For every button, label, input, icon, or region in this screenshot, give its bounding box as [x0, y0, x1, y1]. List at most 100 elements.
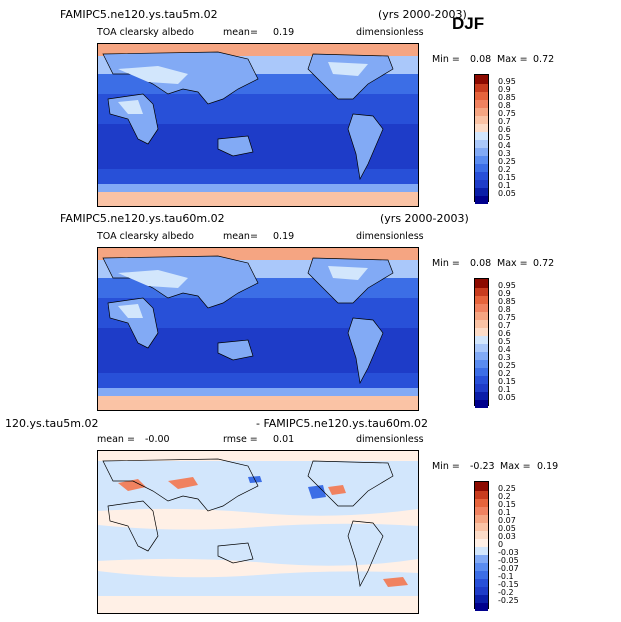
colorbar-swatch [475, 179, 488, 188]
colorbar-tick-label: 0.2 [498, 165, 511, 174]
panel1-max-value: 0.72 [533, 54, 555, 65]
colorbar-swatch [475, 139, 488, 148]
colorbar-tick-label: 0.25 [498, 484, 516, 493]
colorbar-swatch [475, 171, 488, 180]
colorbar-tick-label: 0.1 [498, 181, 511, 190]
panel3-title-left: 120.ys.tau5m.02 [5, 417, 99, 430]
colorbar-tick-label: 0 [498, 540, 504, 549]
colorbar-swatch [475, 498, 488, 507]
colorbar-tick-label: 0.8 [498, 305, 511, 314]
colorbar-swatch [475, 383, 488, 392]
colorbar-swatch [475, 195, 488, 204]
panel2-map-svg [98, 248, 418, 410]
colorbar-swatch [475, 522, 488, 531]
colorbar-tick-label: 0.4 [498, 141, 511, 150]
colorbar-tick-label: 0.25 [498, 361, 516, 370]
colorbar-swatch [475, 514, 488, 523]
panel1-years: (yrs 2000-2003) [378, 8, 467, 21]
panel1-min-label: Min = [432, 54, 460, 65]
panel3-mean-value: -0.00 [145, 434, 170, 445]
panel3-max-value: 0.19 [537, 461, 559, 472]
panel3-rmse-value: 0.01 [273, 434, 295, 445]
panel1-variable: TOA clearsky albedo [97, 27, 194, 38]
panel2-years: (yrs 2000-2003) [380, 212, 469, 225]
colorbar-swatch [475, 311, 488, 320]
colorbar-swatch [475, 279, 488, 288]
colorbar-tick-label: 0.25 [498, 157, 516, 166]
colorbar-tick-label: 0.5 [498, 337, 511, 346]
colorbar-tick-label: 0.8 [498, 101, 511, 110]
colorbar-swatch [475, 375, 488, 384]
panel3-title-right: - FAMIPC5.ne120.ys.tau60m.02 [256, 417, 429, 430]
colorbar-swatch [475, 399, 488, 408]
colorbar-tick-label: 0.05 [498, 524, 516, 533]
colorbar-tick-label: 0.85 [498, 297, 516, 306]
panel3-map-svg [98, 451, 418, 613]
colorbar-swatch [475, 538, 488, 547]
colorbar-swatch [475, 75, 488, 84]
colorbar-tick-label: 0.5 [498, 133, 511, 142]
colorbar-tick-label: 0.4 [498, 345, 511, 354]
colorbar-swatch [475, 155, 488, 164]
panel1-units: dimensionless [356, 27, 424, 38]
colorbar-swatch [475, 530, 488, 539]
panel2-mean-label: mean= [223, 231, 258, 242]
panel3-mean-label: mean = [97, 434, 135, 445]
colorbar-swatch [475, 99, 488, 108]
panel1-min-value: 0.08 [470, 54, 492, 65]
panel2-map [97, 247, 419, 411]
colorbar-tick-label: -0.03 [498, 548, 519, 557]
colorbar-swatch [475, 83, 488, 92]
panel1-map [97, 43, 419, 207]
colorbar-tick-label: 0.75 [498, 313, 516, 322]
colorbar-swatch [475, 335, 488, 344]
colorbar-swatch [475, 147, 488, 156]
panel2-variable: TOA clearsky albedo [97, 231, 194, 242]
panel2-units: dimensionless [356, 231, 424, 242]
colorbar-tick-label: 0.95 [498, 281, 516, 290]
colorbar-swatch [475, 482, 488, 491]
colorbar-tick-label: 0.07 [498, 516, 516, 525]
colorbar-swatch [475, 303, 488, 312]
colorbar-swatch [475, 391, 488, 400]
panel2-title: FAMIPC5.ne120.ys.tau60m.02 [60, 212, 225, 225]
colorbar-tick-label: 0.7 [498, 321, 511, 330]
colorbar-tick-label: 0.3 [498, 149, 511, 158]
colorbar-swatch [475, 351, 488, 360]
colorbar-swatch [475, 570, 488, 579]
panel2-colorbar [474, 278, 489, 408]
panel3-map [97, 450, 419, 614]
panel1-colorbar [474, 74, 489, 204]
colorbar-swatch [475, 163, 488, 172]
panel2-max-label: Max = [497, 258, 528, 269]
colorbar-swatch [475, 107, 488, 116]
colorbar-swatch [475, 490, 488, 499]
colorbar-tick-label: 0.9 [498, 289, 511, 298]
panel2-min-value: 0.08 [470, 258, 492, 269]
colorbar-swatch [475, 506, 488, 515]
colorbar-swatch [475, 359, 488, 368]
panel1-mean-label: mean= [223, 27, 258, 38]
colorbar-tick-label: 0.15 [498, 173, 516, 182]
colorbar-swatch [475, 295, 488, 304]
colorbar-tick-label: 0.2 [498, 369, 511, 378]
colorbar-tick-label: -0.25 [498, 596, 519, 605]
colorbar-tick-label: -0.15 [498, 580, 519, 589]
season-label: DJF [452, 14, 485, 33]
colorbar-tick-label: 0.95 [498, 77, 516, 86]
colorbar-tick-label: 0.2 [498, 492, 511, 501]
colorbar-tick-label: 0.05 [498, 189, 516, 198]
colorbar-tick-label: 0.1 [498, 508, 511, 517]
colorbar-swatch [475, 594, 488, 603]
panel2-min-label: Min = [432, 258, 460, 269]
colorbar-swatch [475, 115, 488, 124]
colorbar-swatch [475, 91, 488, 100]
panel3-max-label: Max = [500, 461, 531, 472]
panel2-mean-value: 0.19 [273, 231, 295, 242]
colorbar-tick-label: 0.7 [498, 117, 511, 126]
panel1-map-svg [98, 44, 418, 206]
colorbar-tick-label: 0.03 [498, 532, 516, 541]
colorbar-swatch [475, 546, 488, 555]
colorbar-swatch [475, 602, 488, 611]
colorbar-tick-label: -0.1 [498, 572, 514, 581]
